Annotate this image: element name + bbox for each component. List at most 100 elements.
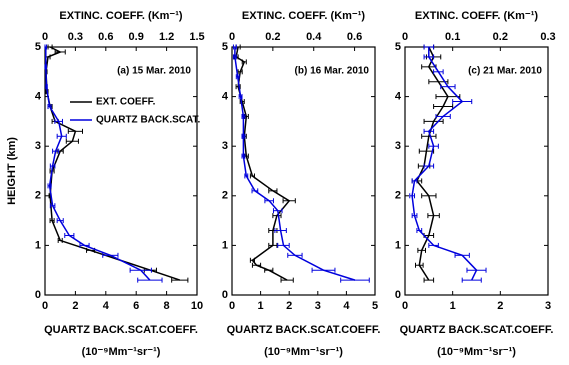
- error-bar: [452, 99, 473, 105]
- profile-line: [45, 46, 181, 281]
- x-tick-label: 3: [545, 300, 551, 312]
- x-tick-label: 3: [315, 300, 321, 312]
- error-bar: [409, 193, 416, 199]
- y-tick-label: 3: [35, 140, 41, 152]
- error-bar: [454, 252, 470, 258]
- error-bar: [57, 237, 63, 243]
- x-tick-label: 2: [497, 300, 503, 312]
- error-bar: [440, 84, 456, 90]
- error-bar: [428, 242, 439, 248]
- error-bar: [311, 267, 336, 273]
- error-bar: [47, 44, 53, 50]
- error-bar: [49, 218, 55, 224]
- error-bar: [47, 104, 52, 110]
- y-tick-label: 2: [222, 190, 228, 202]
- y-tick-label: 3: [222, 140, 228, 152]
- error-bar: [423, 44, 435, 50]
- error-bar: [137, 277, 163, 283]
- error-bar: [52, 148, 60, 154]
- error-bar: [421, 133, 437, 139]
- error-bar: [54, 118, 63, 124]
- y-tick-label: 4: [222, 91, 229, 103]
- x2-tick-label: 0.6: [347, 31, 362, 43]
- error-bar: [272, 213, 282, 219]
- error-bar: [65, 138, 79, 144]
- plot-frame: [404, 46, 549, 296]
- error-bar: [264, 267, 274, 273]
- x2-axis-label: EXTINC. COEFF. (Km⁻¹): [415, 10, 538, 22]
- x-tick-label: 6: [133, 300, 139, 312]
- error-bar: [417, 247, 426, 253]
- x2-tick-label: 1.5: [189, 31, 204, 43]
- x-axis-units: (10⁻⁹Mm⁻¹sr⁻¹): [264, 346, 343, 358]
- x2-tick-label: 0.9: [129, 31, 144, 43]
- y-tick-label: 1: [35, 239, 41, 251]
- panel-title: (b) 16 Mar. 2010: [295, 66, 370, 77]
- profile-line: [411, 47, 478, 281]
- error-bar: [277, 242, 290, 248]
- error-bar: [56, 133, 67, 139]
- x-tick-label: 1: [450, 300, 456, 312]
- error-bar: [421, 193, 437, 199]
- error-bar: [237, 69, 243, 75]
- error-bar: [102, 252, 119, 258]
- error-bar: [241, 133, 246, 139]
- x2-tick-label: 0.3: [540, 31, 555, 43]
- x-tick-label: 8: [164, 300, 170, 312]
- y-tick-label: 4: [35, 91, 42, 103]
- x-tick-label: 4: [103, 300, 110, 312]
- y-tick-label: 1: [222, 239, 228, 251]
- x2-tick-label: 0: [229, 31, 235, 43]
- x-tick-label: 4: [343, 300, 350, 312]
- error-bar: [251, 188, 259, 194]
- x2-tick-label: 0.2: [265, 31, 280, 43]
- error-bar: [235, 74, 240, 80]
- error-bar: [171, 277, 189, 283]
- error-bar: [282, 198, 296, 204]
- y-tick-label: 0: [222, 289, 228, 301]
- y-tick-label: 3: [395, 140, 401, 152]
- error-bar: [251, 262, 262, 268]
- error-bar: [249, 257, 255, 263]
- error-bar: [232, 54, 237, 60]
- error-bar: [418, 148, 435, 154]
- y-axis-label: HEIGHT (km): [6, 137, 18, 205]
- y-tick-label: 2: [35, 190, 41, 202]
- error-bar: [411, 213, 418, 219]
- x2-tick-label: 1.2: [159, 31, 174, 43]
- error-bar: [411, 178, 418, 184]
- x-tick-label: 0: [229, 300, 235, 312]
- x-axis-label: QUARTZ BACK.SCAT.COEFF.: [227, 324, 381, 336]
- y-tick-label: 0: [395, 289, 401, 301]
- error-bar: [274, 228, 287, 234]
- error-bar: [232, 44, 237, 50]
- panel-title: (c) 21 Mar. 2010: [468, 66, 542, 77]
- x-tick-label: 5: [372, 300, 378, 312]
- x-tick-label: 2: [286, 300, 292, 312]
- y-tick-label: 5: [222, 41, 228, 53]
- y-tick-label: 1: [395, 239, 401, 251]
- x-axis-units: (10⁻⁹Mm⁻¹sr⁻¹): [82, 346, 161, 358]
- error-bar: [44, 64, 48, 70]
- plot-frame: [231, 46, 376, 296]
- error-bar: [466, 267, 487, 273]
- error-bar: [79, 242, 90, 248]
- x-axis-label: QUARTZ BACK.SCAT.COEFF.: [44, 324, 198, 336]
- error-bar: [241, 113, 246, 119]
- x-tick-label: 0: [402, 300, 408, 312]
- error-bar: [264, 198, 274, 204]
- error-bar: [238, 94, 243, 100]
- plot-frame: [44, 46, 198, 296]
- error-bar: [427, 213, 440, 219]
- error-bar: [49, 203, 56, 209]
- error-bar: [129, 267, 152, 273]
- y-tick-label: 0: [35, 289, 41, 301]
- panel-title: (a) 15 Mar. 2010: [117, 66, 191, 77]
- x-tick-label: 10: [191, 300, 203, 312]
- error-bar: [54, 49, 66, 55]
- error-bar: [49, 163, 56, 169]
- error-bar: [241, 59, 247, 65]
- error-bar: [280, 277, 294, 283]
- error-bar: [423, 277, 435, 283]
- error-bar: [244, 173, 249, 179]
